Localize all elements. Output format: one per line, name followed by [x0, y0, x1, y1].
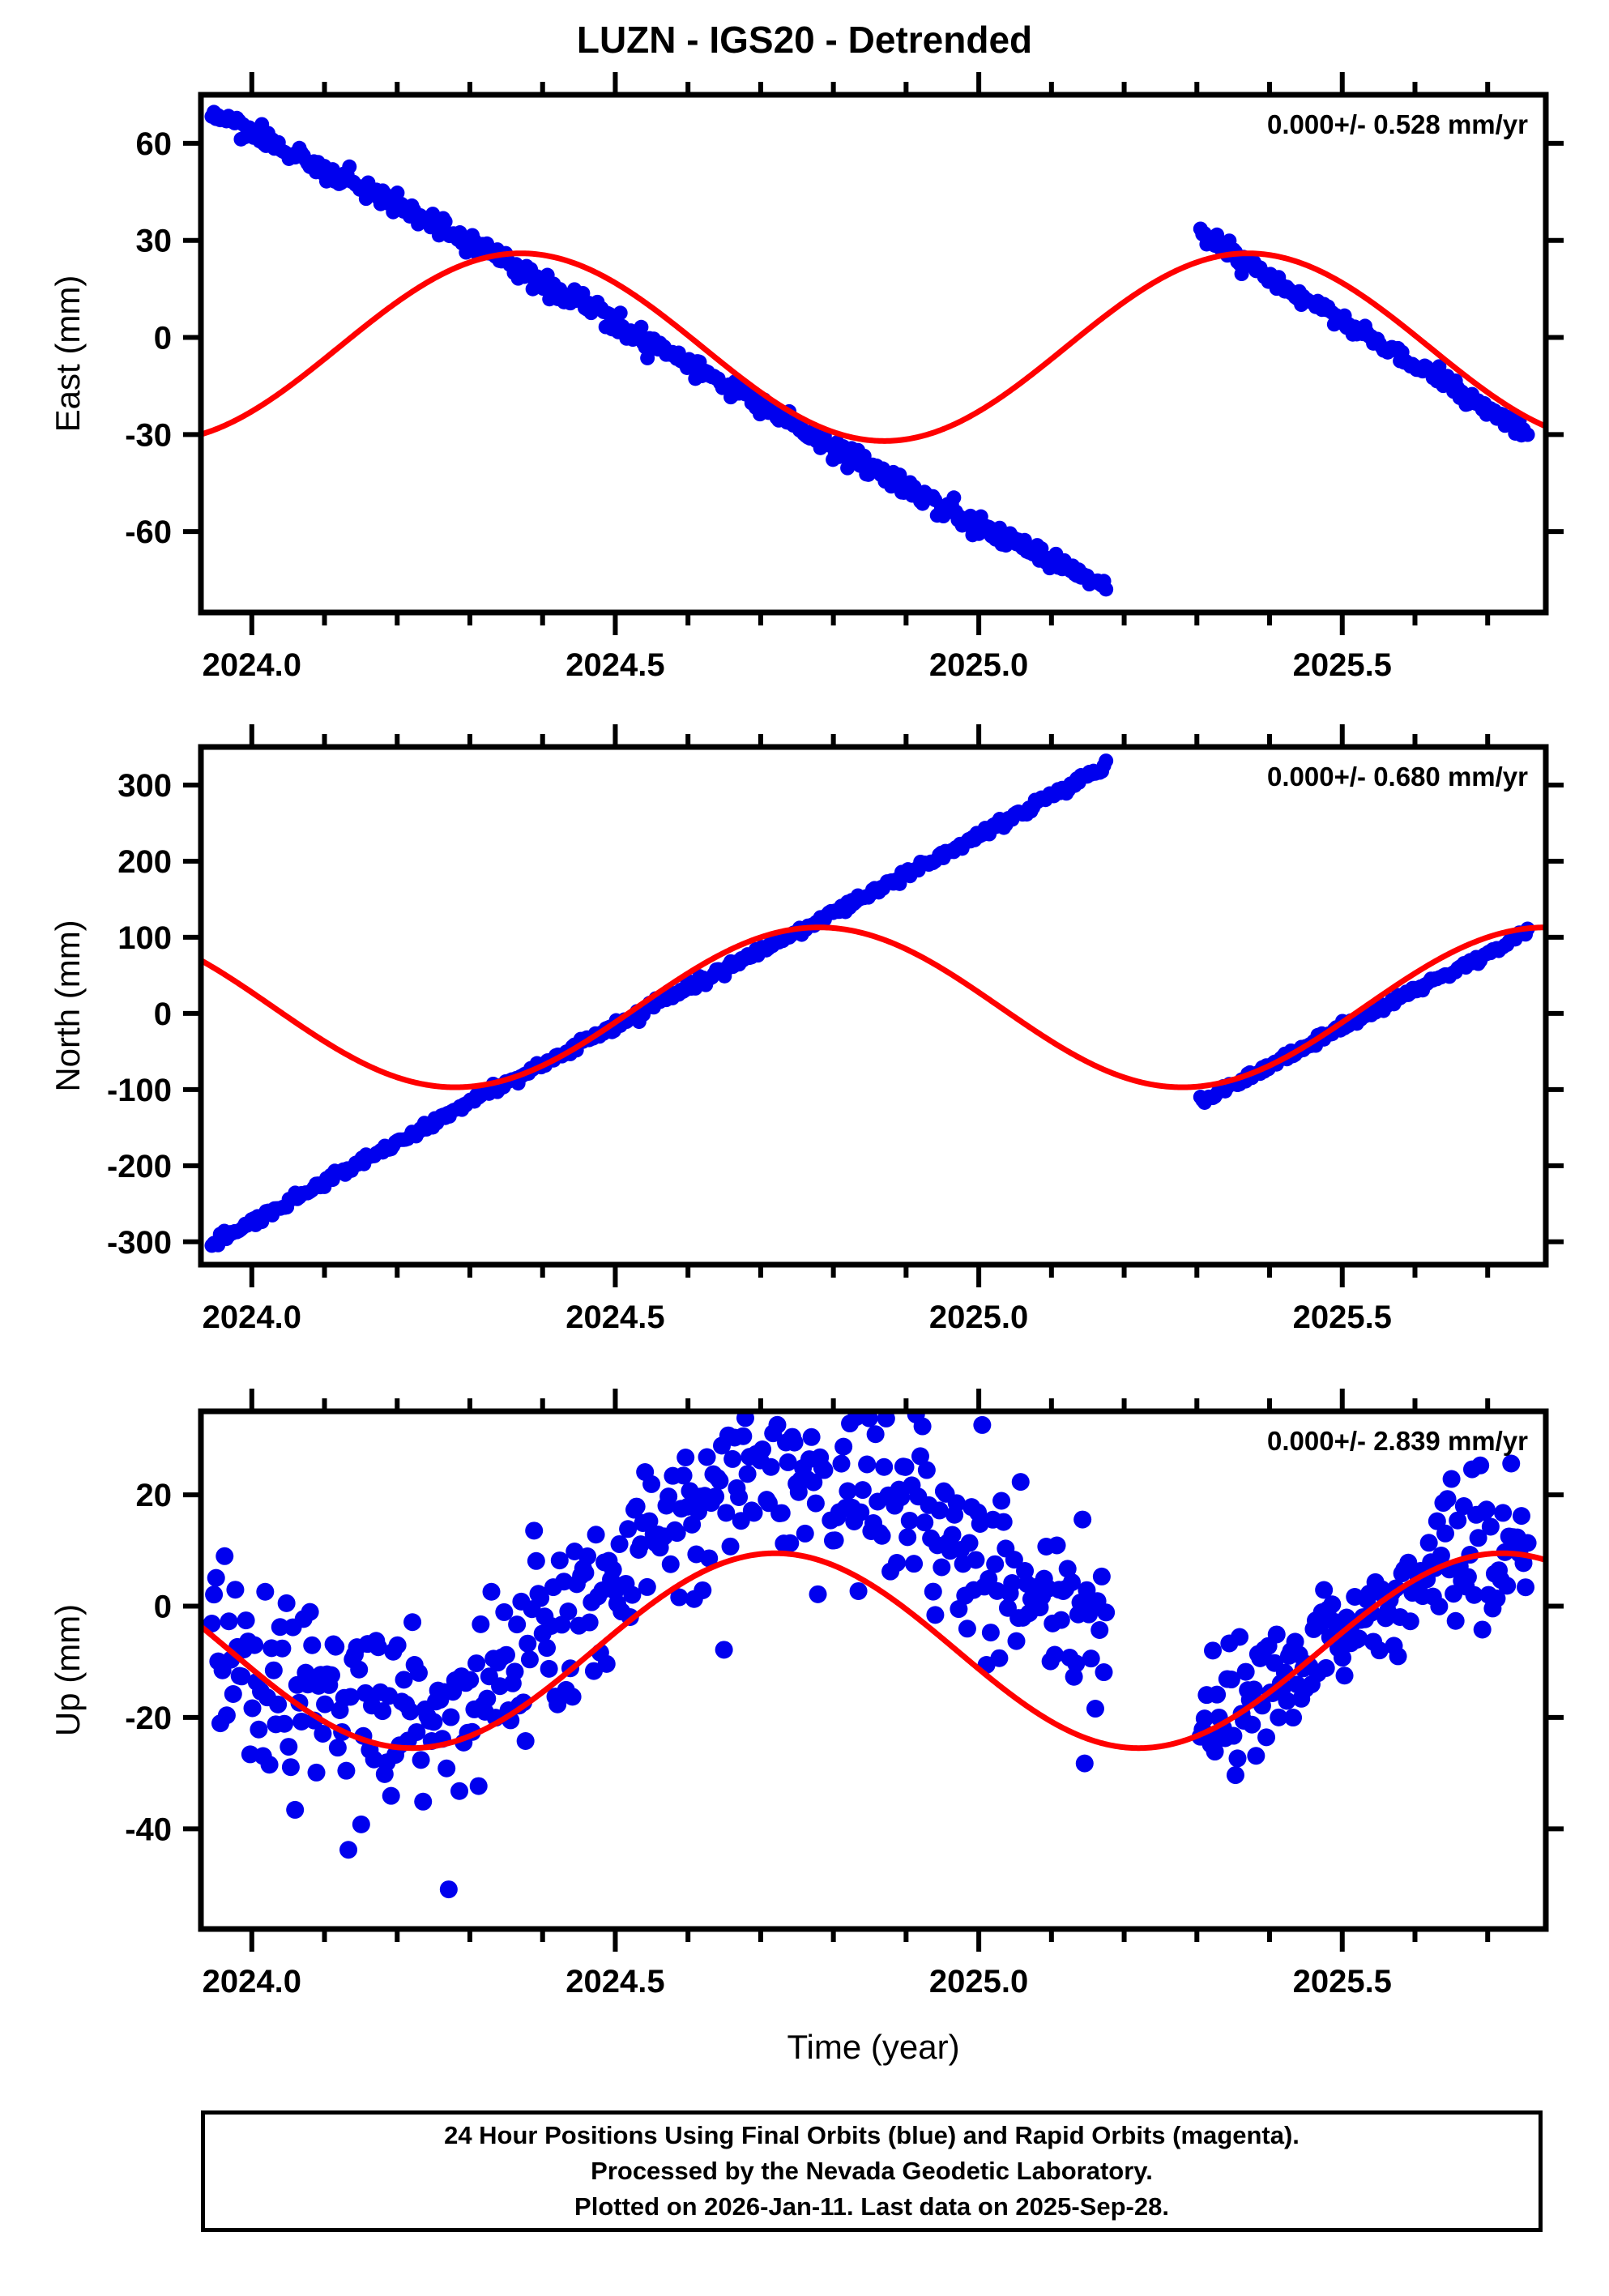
fit-curve-east: [201, 250, 1546, 444]
scatter-points-north: [204, 753, 1535, 1253]
xtick-label: 2025.0: [929, 1300, 1028, 1335]
fit-curve-north: [201, 924, 1546, 1090]
rate-annotation-up: 0.000+/- 2.839 mm/yr: [1267, 1426, 1528, 1456]
ytick-label: -40: [125, 1812, 172, 1847]
ytick-label: 20: [136, 1478, 173, 1513]
ytick-label: -20: [125, 1701, 172, 1736]
ytick-label: 100: [117, 920, 172, 956]
ytick-label: 0: [154, 1589, 172, 1624]
panel-east-frame: [198, 92, 1549, 616]
ytick-label: 0: [154, 321, 172, 356]
caption-box: 24 Hour Positions Using Final Orbits (bl…: [201, 2110, 1543, 2232]
ytick-label: 0: [154, 996, 172, 1032]
ytick-label: -30: [125, 417, 172, 453]
xtick-label: 2024.5: [565, 1300, 664, 1335]
rate-annotation-north: 0.000+/- 0.680 mm/yr: [1267, 762, 1528, 792]
panel-north: 300 200 100 0 -100 -200 -300 2024.0 2024.5 2025.0…: [49, 724, 1564, 1335]
page-title: LUZN - IGS20 - Detrended: [576, 19, 1033, 61]
ytick-label: 300: [117, 768, 172, 804]
rate-annotation-east: 0.000+/- 0.528 mm/yr: [1267, 109, 1528, 139]
caption-line-3: Plotted on 2026-Jan-11. Last data on 202…: [574, 2192, 1169, 2221]
xtick-label: 2025.5: [1293, 1964, 1392, 1999]
caption-line-1: 24 Hour Positions Using Final Orbits (bl…: [444, 2121, 1300, 2149]
yaxis-title-east: East (mm): [49, 275, 87, 433]
panel-north-data-area: [201, 753, 1546, 1253]
panel-up: 20 0 -20 -40 2024.0 2024.5 2025.0 2025.5 Up (mm)…: [49, 1389, 1564, 2066]
scatter-points-up: [203, 1411, 1537, 1899]
ytick-label: 60: [136, 126, 173, 162]
yaxis-title-north: North (mm): [49, 920, 87, 1091]
panel-up-frame: [198, 1408, 1549, 1932]
fit-curve-up: [201, 1550, 1546, 1752]
ytick-label: -300: [107, 1225, 172, 1261]
panel-north-frame: [198, 744, 1549, 1268]
yaxis-title-up: Up (mm): [49, 1604, 87, 1736]
panel-east: 60 30 0 -30 -60 2024.0 2024.5 2025.0 2025.5 East …: [49, 72, 1564, 683]
xtick-label: 2024.0: [203, 647, 301, 683]
xtick-label: 2025.5: [1293, 647, 1392, 683]
xtick-label: 2025.0: [929, 1964, 1028, 1999]
panel-up-data-area: [201, 1411, 1546, 1899]
ytick-label: -100: [107, 1073, 172, 1108]
xtick-label: 2025.0: [929, 647, 1028, 683]
ytick-label: 200: [117, 844, 172, 880]
xtick-label: 2024.5: [565, 647, 664, 683]
panel-east-data-area: [201, 105, 1546, 597]
xaxis-title: Time (year): [787, 2028, 959, 2066]
xtick-label: 2025.5: [1293, 1300, 1392, 1335]
xtick-label: 2024.0: [203, 1300, 301, 1335]
caption-line-2: Processed by the Nevada Geodetic Laborat…: [591, 2157, 1153, 2185]
xtick-label: 2024.5: [565, 1964, 664, 1999]
ytick-label: 30: [136, 224, 173, 259]
ytick-label: -60: [125, 514, 172, 550]
scatter-points-east: [204, 105, 1535, 597]
ytick-label: -200: [107, 1149, 172, 1184]
xtick-label: 2024.0: [203, 1964, 301, 1999]
